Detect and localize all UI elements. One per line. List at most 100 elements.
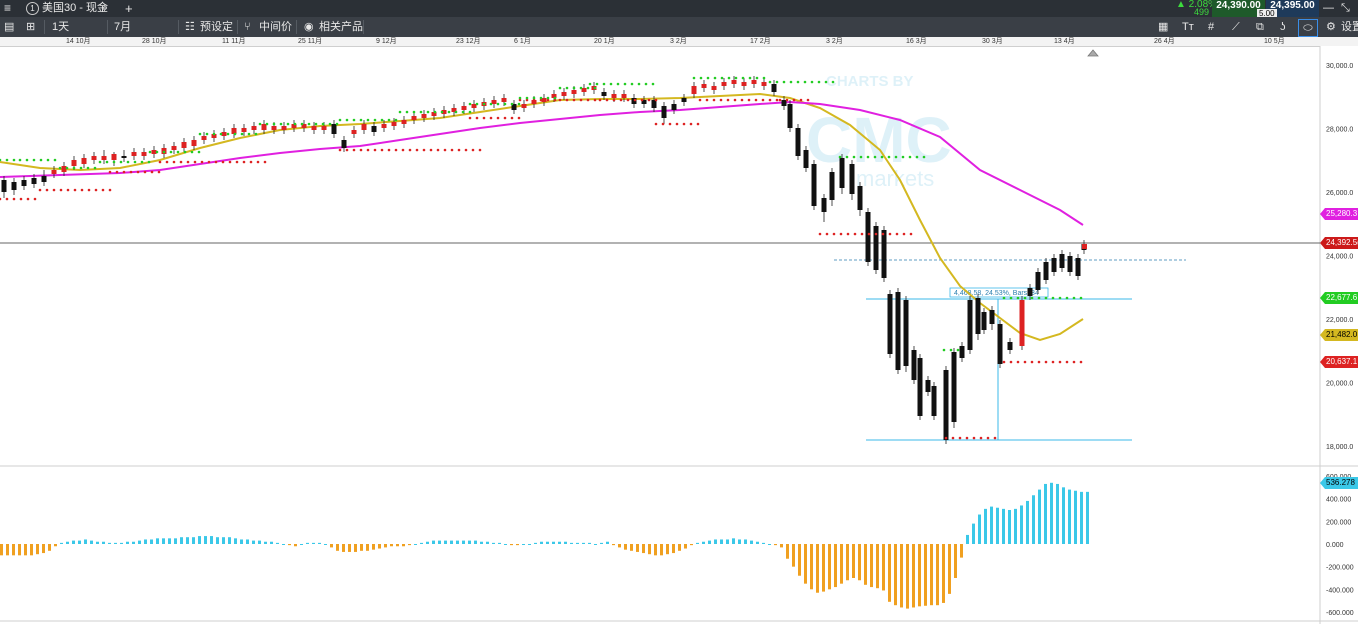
price-tick-label: 30,000.0 <box>1326 63 1353 70</box>
red-level-tag: 20,637.1 <box>1320 356 1358 368</box>
macd-bar <box>222 537 225 544</box>
red-dot-level <box>792 98 796 102</box>
ask-price-button[interactable]: 24,395.00 <box>1266 0 1319 17</box>
green-dot-level <box>307 122 311 126</box>
price-tick-label: 20,000.0 <box>1326 381 1353 388</box>
macd-bar <box>996 507 999 544</box>
gear-icon[interactable]: ⚙ <box>1326 21 1336 33</box>
red-dot-level <box>682 122 686 126</box>
resize-icon[interactable]: ⤡ <box>1341 2 1350 14</box>
candle-body <box>551 94 557 98</box>
price-tick-label: 22,000.0 <box>1326 317 1353 324</box>
minimize-icon[interactable]: — <box>1323 2 1334 14</box>
macd-tick-label: -600.000 <box>1326 610 1354 617</box>
green-dot-level <box>482 102 486 106</box>
candle-body <box>751 80 757 84</box>
candle-body <box>131 152 137 156</box>
green-dot-level <box>789 80 793 84</box>
alert-icon[interactable]: ʖ <box>1280 21 1286 33</box>
menu-icon[interactable]: ≡ <box>4 1 12 15</box>
candle-body <box>1 180 7 192</box>
green-dot-level <box>72 166 76 170</box>
price-type-button[interactable]: 中间价 <box>259 21 292 33</box>
macd-bar <box>498 542 501 544</box>
green-dot-level <box>616 82 620 86</box>
green-dot-level <box>53 158 57 162</box>
macd-bar <box>936 544 939 606</box>
macd-bar <box>90 540 93 544</box>
price-tick-label: 28,000.0 <box>1326 127 1353 134</box>
red-dot-level <box>52 188 56 192</box>
candle-body <box>821 198 827 212</box>
macd-bar <box>564 541 567 544</box>
macd-bar <box>684 544 687 549</box>
candle-body <box>903 300 909 366</box>
presets-button[interactable]: 预设定 <box>200 21 233 33</box>
red-dot-level <box>768 98 772 102</box>
settings-button[interactable]: 设置 <box>1341 21 1358 33</box>
search-icon[interactable]: ⌕ <box>102 2 109 14</box>
green-dot-level <box>1030 296 1034 300</box>
date-tick: 17 2月 <box>750 38 771 45</box>
red-dot-level <box>172 160 176 164</box>
link-icon[interactable]: ⬭ <box>1298 19 1318 37</box>
calendar-icon[interactable]: ▦ <box>1158 21 1169 33</box>
candle-body <box>351 130 357 134</box>
green-dot-level <box>387 118 391 122</box>
red-dot-level <box>761 98 765 102</box>
panel-icon[interactable]: ▤ <box>4 21 15 33</box>
macd-bar <box>912 544 915 608</box>
red-dot-level <box>443 148 447 152</box>
add-symbol-button[interactable]: + <box>125 1 133 16</box>
text-tool-icon[interactable]: Tт <box>1182 21 1194 33</box>
candle-body <box>1059 254 1065 268</box>
green-dot-level <box>314 122 318 126</box>
red-dot-level <box>874 232 878 236</box>
green-dot-level <box>1009 296 1013 300</box>
green-level-tag: 22,677.6 <box>1320 292 1358 304</box>
green-dot-level <box>105 160 109 164</box>
red-dot-level <box>510 116 514 120</box>
macd-bar <box>894 544 897 606</box>
macd-bar <box>798 544 801 576</box>
candle-body <box>881 230 887 278</box>
green-dot-level <box>782 80 786 84</box>
layout-icon[interactable]: ⊞ <box>26 21 36 33</box>
timeframe-select[interactable]: 1天 <box>52 21 70 33</box>
green-dot-level <box>558 86 562 90</box>
related-products-button[interactable]: 相关产品 <box>319 21 363 33</box>
red-dot-level <box>532 98 536 102</box>
macd-bar <box>270 541 273 544</box>
macd-bar <box>276 542 279 544</box>
candle-body <box>111 154 117 160</box>
red-dot-level <box>839 232 843 236</box>
red-dot-level <box>108 170 112 174</box>
macd-bar <box>846 544 849 581</box>
macd-bar <box>198 536 201 544</box>
green-dot-level <box>831 80 835 84</box>
green-dot-level <box>692 76 696 80</box>
macd-bar <box>288 544 291 546</box>
drawing-tools-icon[interactable]: ⟋ <box>1232 21 1240 33</box>
bid-price-button[interactable]: 24,390.00 <box>1212 0 1265 17</box>
macd-bar <box>828 544 831 590</box>
grid-icon[interactable]: # <box>1208 21 1215 33</box>
candle-body <box>873 226 879 270</box>
macd-bar <box>792 544 795 567</box>
red-dot-level <box>1051 360 1055 364</box>
range-select[interactable]: 7月 <box>114 21 132 33</box>
candle-body <box>281 126 287 130</box>
instrument-name[interactable]: 美国30 - 现金 <box>42 2 109 14</box>
macd-bar <box>666 544 669 555</box>
macd-bar <box>858 544 861 581</box>
date-tick: 9 12月 <box>376 38 397 45</box>
macd-bar <box>1062 487 1065 544</box>
green-dot-level <box>447 110 451 114</box>
windows-icon[interactable]: ⧉ <box>1256 21 1264 33</box>
red-dot-level <box>726 98 730 102</box>
red-dot-level <box>818 232 822 236</box>
red-dot-level <box>881 232 885 236</box>
red-dot-level <box>740 98 744 102</box>
